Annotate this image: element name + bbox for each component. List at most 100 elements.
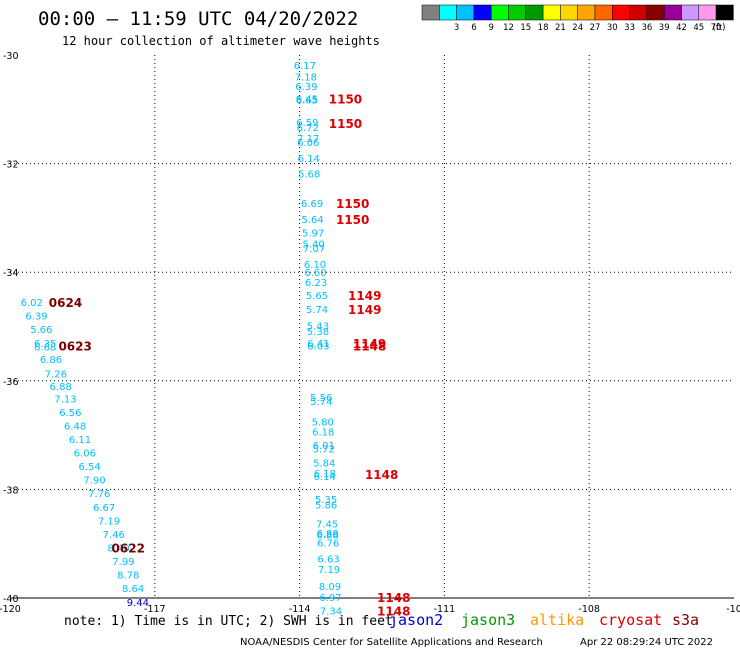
swh-point: 6.60	[304, 268, 326, 279]
chart-subtitle: 12 hour collection of altimeter wave hei…	[62, 34, 380, 48]
swh-point: 5.64	[301, 215, 323, 226]
swh-point: 7.46	[103, 530, 125, 541]
time-label: 1148	[377, 591, 410, 605]
legend-swatch	[456, 4, 475, 21]
swh-point: 8.40	[107, 544, 129, 555]
swh-point: 7.19	[318, 565, 340, 576]
swh-point: 5.68	[298, 169, 320, 180]
legend-label: 21	[555, 23, 566, 33]
satellite-name-altika: altika	[530, 611, 584, 629]
swh-point: 5.74	[310, 397, 332, 408]
swh-point: 6.86	[40, 355, 62, 366]
legend-swatch	[421, 4, 440, 21]
swh-point: 6.41	[307, 339, 329, 350]
swh-point: 5.35	[315, 495, 337, 506]
swh-point: 6.11	[69, 435, 91, 446]
swh-point: 7.17	[297, 134, 319, 145]
y-tick-label: -34	[3, 268, 19, 279]
swh-point: 6.76	[317, 539, 339, 550]
swh-point: 6.59	[296, 118, 318, 129]
swh-point: 6.02	[21, 298, 43, 309]
x-tick-label: -117	[144, 604, 166, 615]
satellite-name-s3a: s3a	[672, 611, 699, 629]
legend-label: 3	[454, 23, 459, 33]
swh-point: 7.13	[54, 395, 76, 406]
legend-swatch	[525, 4, 544, 21]
swh-point: 6.72	[297, 123, 319, 134]
legend-swatch	[698, 4, 717, 21]
legend-label: 30	[607, 23, 618, 33]
legend-unit: (ft)	[713, 23, 726, 33]
time-label: 1150	[336, 213, 369, 227]
legend-swatch	[473, 4, 492, 21]
legend-label: 12	[503, 23, 514, 33]
legend-label: 15	[520, 23, 531, 33]
time-label: 1148	[365, 468, 398, 482]
time-label: 1148	[377, 604, 410, 618]
swh-point: 8.64	[122, 584, 144, 595]
legend-swatch	[681, 4, 700, 21]
satellite-legend: jason2 jason3 altika cryosat s3a	[389, 611, 699, 629]
swh-point: 5.97	[302, 229, 324, 240]
time-label: 0622	[112, 542, 145, 556]
swh-point: 7.26	[45, 370, 67, 381]
footer-note: note: 1) Time is in UTC; 2) SWH is in fe…	[64, 614, 393, 629]
swh-point: 6.88	[316, 530, 338, 541]
time-label: 1150	[329, 92, 362, 106]
y-tick-label: -32	[3, 160, 19, 171]
swh-point: 6.54	[79, 462, 101, 473]
axis-ticks: -120 -117 -114 -111 -108 -10 -30 -32 -34 -36 -38 -4…	[0, 51, 740, 615]
swh-point: 6.48	[64, 421, 86, 432]
time-labels: 1150115011501150114911491149114811481148…	[49, 92, 411, 618]
satellite-name-jason2: jason2	[389, 611, 443, 629]
legend-label: 36	[641, 23, 652, 33]
legend-label: 27	[590, 23, 601, 33]
legend-swatch	[612, 4, 630, 21]
swh-point: 6.65	[296, 96, 318, 107]
swh-point: 6.69	[301, 199, 323, 210]
swh-point: 5.43	[307, 321, 329, 332]
data-points: 6.177.186.396.456.656.596.727.176.066.14…	[21, 61, 343, 618]
swh-point: 5.74	[306, 305, 328, 316]
legend-swatch	[542, 4, 561, 21]
time-label: 0623	[58, 340, 91, 354]
swh-point: 6.45	[296, 94, 318, 105]
swh-point: 6.03	[307, 342, 329, 353]
swh-point: 5.84	[313, 458, 335, 469]
swh-point: 5.56	[310, 393, 332, 404]
legend-swatch	[508, 4, 527, 21]
legend-label: 33	[624, 23, 635, 33]
legend-swatch	[629, 4, 648, 21]
legend-label: 6	[471, 23, 476, 33]
time-label: 1148	[353, 340, 386, 354]
swh-point: 6.18	[312, 427, 334, 438]
swh-point: 6.17	[294, 61, 316, 72]
legend-label: 45	[693, 23, 704, 33]
grid-lines	[10, 55, 734, 598]
footer-timestamp: Apr 22 08:29:24 UTC 2022	[580, 637, 713, 648]
y-tick-label: -36	[3, 377, 19, 388]
swh-point: 6.06	[297, 138, 319, 149]
time-label: 0624	[49, 296, 82, 310]
swh-point: 6.35	[34, 339, 56, 350]
swh-point: 6.14	[314, 472, 336, 483]
legend-label: 9	[488, 23, 493, 33]
swh-point: 6.39	[25, 312, 47, 323]
swh-point: 6.97	[319, 593, 341, 604]
swh-point: 5.66	[30, 325, 52, 336]
swh-point: 6.14	[298, 154, 320, 165]
swh-point: 6.88	[50, 382, 72, 393]
swh-point: 7.99	[112, 557, 134, 568]
satellite-name-jason3: jason3	[461, 611, 515, 629]
chart-title: 00:00 – 11:59 UTC 04/20/2022	[38, 8, 358, 30]
swh-point: 6.67	[93, 503, 115, 514]
swh-point: 7.19	[98, 516, 120, 527]
legend-swatch	[715, 4, 734, 21]
x-tick-label: -114	[289, 604, 311, 615]
time-label: 1150	[336, 197, 369, 211]
swh-point: 6.06	[74, 448, 96, 459]
time-label: 1149	[353, 337, 386, 351]
legend-swatch	[490, 4, 509, 21]
swh-point: 6.88	[316, 529, 338, 540]
